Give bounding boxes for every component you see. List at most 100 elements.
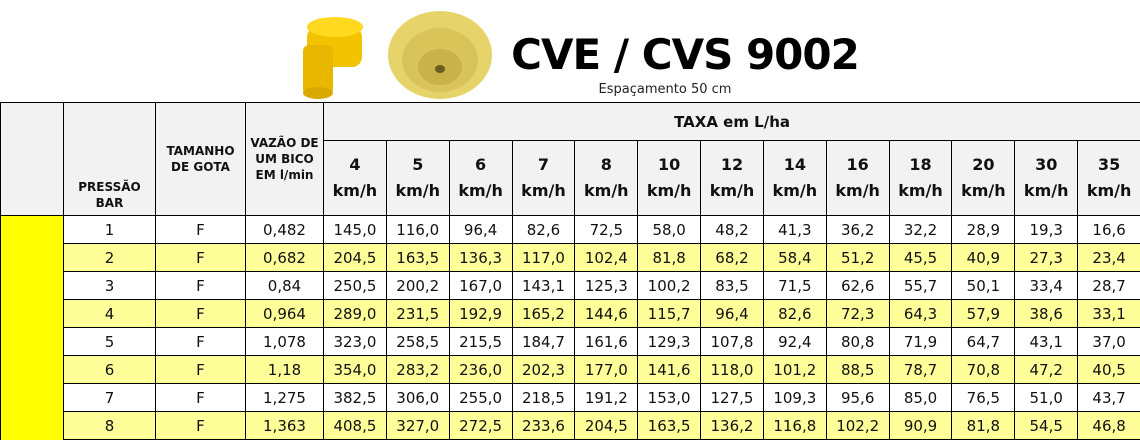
- table-cell: 6: [63, 355, 156, 384]
- table-cell: 68,2: [700, 243, 764, 272]
- table-cell: 192,9: [448, 299, 513, 328]
- speed-header: 35 km/h: [1077, 140, 1140, 216]
- table-cell: 204,5: [323, 243, 387, 272]
- table-cell: 4: [63, 299, 156, 328]
- table-cell: 118,0: [700, 355, 764, 384]
- table-cell: 62,6: [825, 271, 890, 300]
- table-cell: 5: [63, 327, 156, 356]
- table-cell: 215,5: [448, 327, 513, 356]
- table-cell: 1,363: [245, 411, 324, 440]
- table-cell: 1,275: [245, 383, 324, 412]
- table-cell: 0,964: [245, 299, 324, 328]
- table-cell: 45,5: [888, 243, 953, 272]
- table-row: 3 F 0,84 250,5 200,2 167,0 143,1 125,3 100,2 83,5…: [0, 271, 1140, 300]
- table-cell: 129,3: [637, 327, 702, 356]
- table-cell: 141,6: [637, 355, 702, 384]
- table-cell: 165,2: [511, 299, 576, 328]
- table-cell: 51,0: [1014, 383, 1079, 412]
- table-cell: 58,0: [637, 215, 702, 244]
- table-cell: 33,1: [1077, 299, 1140, 328]
- table-cell: 102,2: [825, 411, 890, 440]
- table-cell: 88,5: [825, 355, 890, 384]
- table-cell: 55,7: [888, 271, 953, 300]
- table-cell: F: [155, 243, 246, 272]
- table-cell: 23,4: [1077, 243, 1140, 272]
- table-cell: 117,0: [511, 243, 576, 272]
- table-cell: 28,9: [951, 215, 1016, 244]
- table-cell: 202,3: [511, 355, 576, 384]
- table-cell: 102,4: [574, 243, 639, 272]
- speed-header: 12 km/h: [700, 140, 764, 216]
- speed-header: 30 km/h: [1014, 140, 1079, 216]
- table-cell: 19,3: [1014, 215, 1079, 244]
- table-cell: 3: [63, 271, 156, 300]
- table-cell: 80,8: [825, 327, 890, 356]
- table-cell: 46,8: [1077, 411, 1140, 440]
- table-cell: 83,5: [700, 271, 764, 300]
- table-cell: 70,8: [951, 355, 1016, 384]
- table-cell: 90,9: [888, 411, 953, 440]
- table-cell: 64,3: [888, 299, 953, 328]
- table-cell: 236,0: [448, 355, 513, 384]
- table-cell: 2: [63, 243, 156, 272]
- table-cell: 289,0: [323, 299, 387, 328]
- table-cell: 71,9: [888, 327, 953, 356]
- table-cell: 81,8: [951, 411, 1016, 440]
- table-cell: 127,5: [700, 383, 764, 412]
- table-cell: 191,2: [574, 383, 639, 412]
- table-cell: 115,7: [637, 299, 702, 328]
- table-cell: 43,7: [1077, 383, 1140, 412]
- table-row: 4 F 0,964 289,0 231,5 192,9 165,2 144,6 115,7 96,…: [0, 299, 1140, 328]
- blank-header: [0, 102, 64, 216]
- table-cell: 58,4: [762, 243, 827, 272]
- speed-header: 7 km/h: [511, 140, 576, 216]
- table-cell: 255,0: [448, 383, 513, 412]
- table-cell: 36,2: [825, 215, 890, 244]
- table-cell: 109,3: [762, 383, 827, 412]
- table-cell: 1,078: [245, 327, 324, 356]
- table-cell: 76,5: [951, 383, 1016, 412]
- table-row: 1 F 0,482 145,0 116,0 96,4 82,6 72,5 58,0 48,2 41,…: [0, 215, 1140, 244]
- table-cell: 27,3: [1014, 243, 1079, 272]
- table-cell: 107,8: [700, 327, 764, 356]
- table-cell: F: [155, 383, 246, 412]
- table-cell: 200,2: [385, 271, 450, 300]
- table-cell: 306,0: [385, 383, 450, 412]
- table-cell: 41,3: [762, 215, 827, 244]
- table-cell: 283,2: [385, 355, 450, 384]
- table-cell: 57,9: [951, 299, 1016, 328]
- table-cell: 64,7: [951, 327, 1016, 356]
- marker-cell: [0, 411, 64, 440]
- table-cell: 48,2: [700, 215, 764, 244]
- table-cell: 167,0: [448, 271, 513, 300]
- title: CVE / CVS 9002: [511, 30, 860, 79]
- table-cell: 143,1: [511, 271, 576, 300]
- table-cell: F: [155, 327, 246, 356]
- speed-header: 18 km/h: [888, 140, 953, 216]
- table-cell: 78,7: [888, 355, 953, 384]
- table-cell: 0,482: [245, 215, 324, 244]
- table-cell: 51,2: [825, 243, 890, 272]
- table-cell: 101,2: [762, 355, 827, 384]
- speed-header: 8 km/h: [574, 140, 639, 216]
- table-cell: 116,8: [762, 411, 827, 440]
- table-row: 8 F 1,363 408,5 327,0 272,5 233,6 204,5 163,5 136…: [0, 411, 1140, 440]
- table-cell: 153,0: [637, 383, 702, 412]
- table-cell: 125,3: [574, 271, 639, 300]
- subtitle: Espaçamento 50 cm: [598, 82, 732, 97]
- table-cell: 47,2: [1014, 355, 1079, 384]
- column-header: PRESSÃO BAR: [63, 102, 156, 216]
- table-cell: 43,1: [1014, 327, 1079, 356]
- speed-header: 20 km/h: [951, 140, 1016, 216]
- marker-cell: [0, 355, 64, 384]
- marker-cell: [0, 299, 64, 328]
- table-cell: 144,6: [574, 299, 639, 328]
- speed-header: 5 km/h: [385, 140, 450, 216]
- speed-header: 10 km/h: [637, 140, 702, 216]
- table-cell: F: [155, 271, 246, 300]
- table-cell: 327,0: [385, 411, 450, 440]
- table-cell: F: [155, 215, 246, 244]
- table-cell: 145,0: [323, 215, 387, 244]
- table-row: 6 F 1,18 354,0 283,2 236,0 202,3 177,0 141,6 118,…: [0, 355, 1140, 384]
- table-cell: 28,7: [1077, 271, 1140, 300]
